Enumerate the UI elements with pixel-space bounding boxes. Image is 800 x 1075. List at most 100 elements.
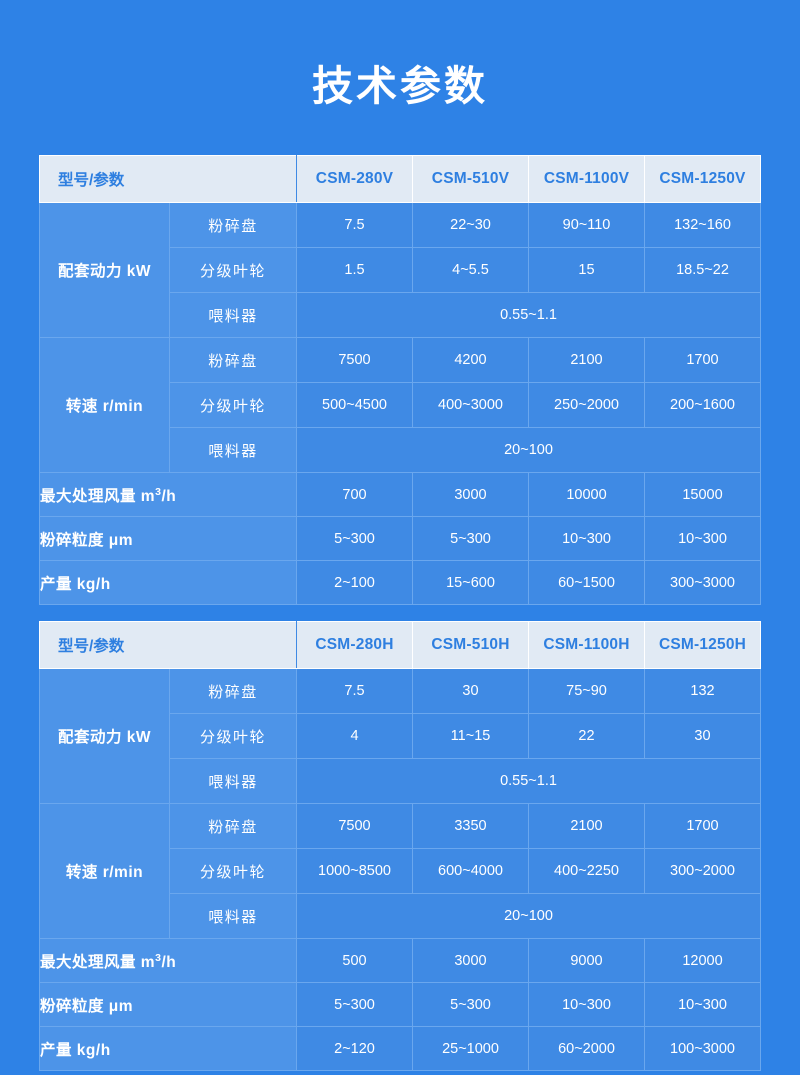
cell-value: 100~3000 (644, 1026, 761, 1072)
cell-value: 5~300 (296, 516, 413, 562)
cell-value: 7500 (296, 803, 413, 850)
cell-value: 15 (528, 247, 645, 294)
row-label-airflow: 最大处理风量 m3/h (39, 938, 297, 984)
cell-value: 3000 (412, 472, 529, 518)
spec-table-v-series: 型号/参数 CSM-280V CSM-510V CSM-1100V CSM-12… (39, 155, 761, 606)
row-label-capacity: 产量 kg/h (39, 560, 297, 606)
cell-value-spanning: 0.55~1.1 (296, 758, 761, 805)
table-header-row: 型号/参数 CSM-280H CSM-510H CSM-1100H CSM-12… (39, 621, 761, 670)
cell-value: 5~300 (412, 516, 529, 562)
row-label-text: 最大处理风量 m (40, 953, 156, 971)
cell-value: 4 (296, 713, 413, 760)
sub-label: 粉碎盘 (169, 202, 297, 249)
cell-value: 500~4500 (296, 382, 413, 429)
cell-value-spanning: 0.55~1.1 (296, 292, 761, 339)
cell-value: 60~1500 (528, 560, 645, 606)
cell-value: 1.5 (296, 247, 413, 294)
cell-value: 600~4000 (412, 848, 529, 895)
spec-table-h-series: 型号/参数 CSM-280H CSM-510H CSM-1100H CSM-12… (39, 621, 761, 1072)
header-model-3: CSM-1100H (528, 621, 645, 670)
row-label-fineness: 粉碎粒度 μm (39, 516, 297, 562)
cell-value: 2~100 (296, 560, 413, 606)
table-row: 喂料器 20~100 (40, 427, 761, 474)
cell-value: 7.5 (296, 668, 413, 715)
row-label-airflow: 最大处理风量 m3/h (39, 472, 297, 518)
cell-value: 22 (528, 713, 645, 760)
cell-value: 300~2000 (644, 848, 761, 895)
cell-value: 5~300 (412, 982, 529, 1028)
cell-value: 11~15 (412, 713, 529, 760)
cell-value: 1700 (644, 337, 761, 384)
cell-value: 132 (644, 668, 761, 715)
cell-value: 10~300 (528, 982, 645, 1028)
cell-value: 200~1600 (644, 382, 761, 429)
sub-label: 喂料器 (169, 893, 297, 940)
page-title: 技术参数 (312, 63, 488, 109)
cell-value: 2~120 (296, 1026, 413, 1072)
cell-value: 12000 (644, 938, 761, 984)
cell-value: 300~3000 (644, 560, 761, 606)
row-label-text: 粉碎粒度 μm (40, 997, 134, 1015)
cell-value: 30 (644, 713, 761, 760)
header-label-cell: 型号/参数 (39, 621, 297, 670)
sub-label: 粉碎盘 (169, 668, 297, 715)
sub-label: 分级叶轮 (169, 713, 297, 760)
cell-value: 10~300 (644, 982, 761, 1028)
cell-value: 500 (296, 938, 413, 984)
cell-value: 9000 (528, 938, 645, 984)
sub-label: 喂料器 (169, 758, 297, 805)
row-label-text: 粉碎粒度 μm (40, 531, 134, 549)
cell-value: 7500 (296, 337, 413, 384)
header-model-2: CSM-510V (412, 155, 529, 204)
cell-value: 7.5 (296, 202, 413, 249)
table-row: 配套动力 kW 粉碎盘 7.5 30 75~90 132 (39, 668, 761, 805)
cell-value: 18.5~22 (644, 247, 761, 294)
cell-value: 400~2250 (528, 848, 645, 895)
superscript: 3 (155, 951, 162, 964)
cell-value: 10~300 (528, 516, 645, 562)
cell-value: 10000 (528, 472, 645, 518)
table-row: 转速 r/min 粉碎盘 7500 4200 2100 1700 (39, 337, 761, 474)
group-label-speed: 转速 r/min (39, 337, 170, 474)
table-row: 最大处理风量 m3/h 500 3000 9000 12000 (39, 938, 761, 984)
group-label-power: 配套动力 kW (39, 668, 170, 805)
row-label-suffix: /h (161, 487, 177, 505)
table-header-row: 型号/参数 CSM-280V CSM-510V CSM-1100V CSM-12… (39, 155, 761, 204)
group-label-speed: 转速 r/min (39, 803, 170, 940)
table-row: 粉碎粒度 μm 5~300 5~300 10~300 10~300 (39, 516, 761, 562)
header-model-4: CSM-1250V (644, 155, 761, 204)
row-label-suffix: /h (161, 953, 177, 971)
table-row: 分级叶轮 500~4500 400~3000 250~2000 200~1600 (40, 382, 761, 429)
header-model-2: CSM-510H (412, 621, 529, 670)
table-row: 转速 r/min 粉碎盘 7500 3350 2100 1700 (39, 803, 761, 940)
table-row: 产量 kg/h 2~100 15~600 60~1500 300~3000 (39, 560, 761, 606)
sub-label: 喂料器 (169, 427, 297, 474)
row-label-capacity: 产量 kg/h (39, 1026, 297, 1072)
group-label-power: 配套动力 kW (39, 202, 170, 339)
cell-value: 4200 (412, 337, 529, 384)
cell-value: 250~2000 (528, 382, 645, 429)
table-row: 喂料器 0.55~1.1 (40, 292, 761, 339)
sub-label: 分级叶轮 (169, 247, 297, 294)
superscript: 3 (155, 485, 162, 498)
row-label-text: 产量 kg/h (40, 1041, 111, 1059)
row-label-fineness: 粉碎粒度 μm (39, 982, 297, 1028)
sub-label: 粉碎盘 (169, 337, 297, 384)
row-label-text: 最大处理风量 m (40, 487, 156, 505)
cell-value: 700 (296, 472, 413, 518)
cell-value: 90~110 (528, 202, 645, 249)
sub-label: 喂料器 (169, 292, 297, 339)
sub-label: 分级叶轮 (169, 848, 297, 895)
cell-value: 3350 (412, 803, 529, 850)
cell-value: 30 (412, 668, 529, 715)
table-row: 产量 kg/h 2~120 25~1000 60~2000 100~3000 (39, 1026, 761, 1072)
header-model-3: CSM-1100V (528, 155, 645, 204)
cell-value: 15000 (644, 472, 761, 518)
table-row: 粉碎粒度 μm 5~300 5~300 10~300 10~300 (39, 982, 761, 1028)
cell-value: 1700 (644, 803, 761, 850)
header-model-1: CSM-280H (296, 621, 413, 670)
row-label-text: 产量 kg/h (40, 575, 111, 593)
cell-value: 10~300 (644, 516, 761, 562)
header-model-1: CSM-280V (296, 155, 413, 204)
